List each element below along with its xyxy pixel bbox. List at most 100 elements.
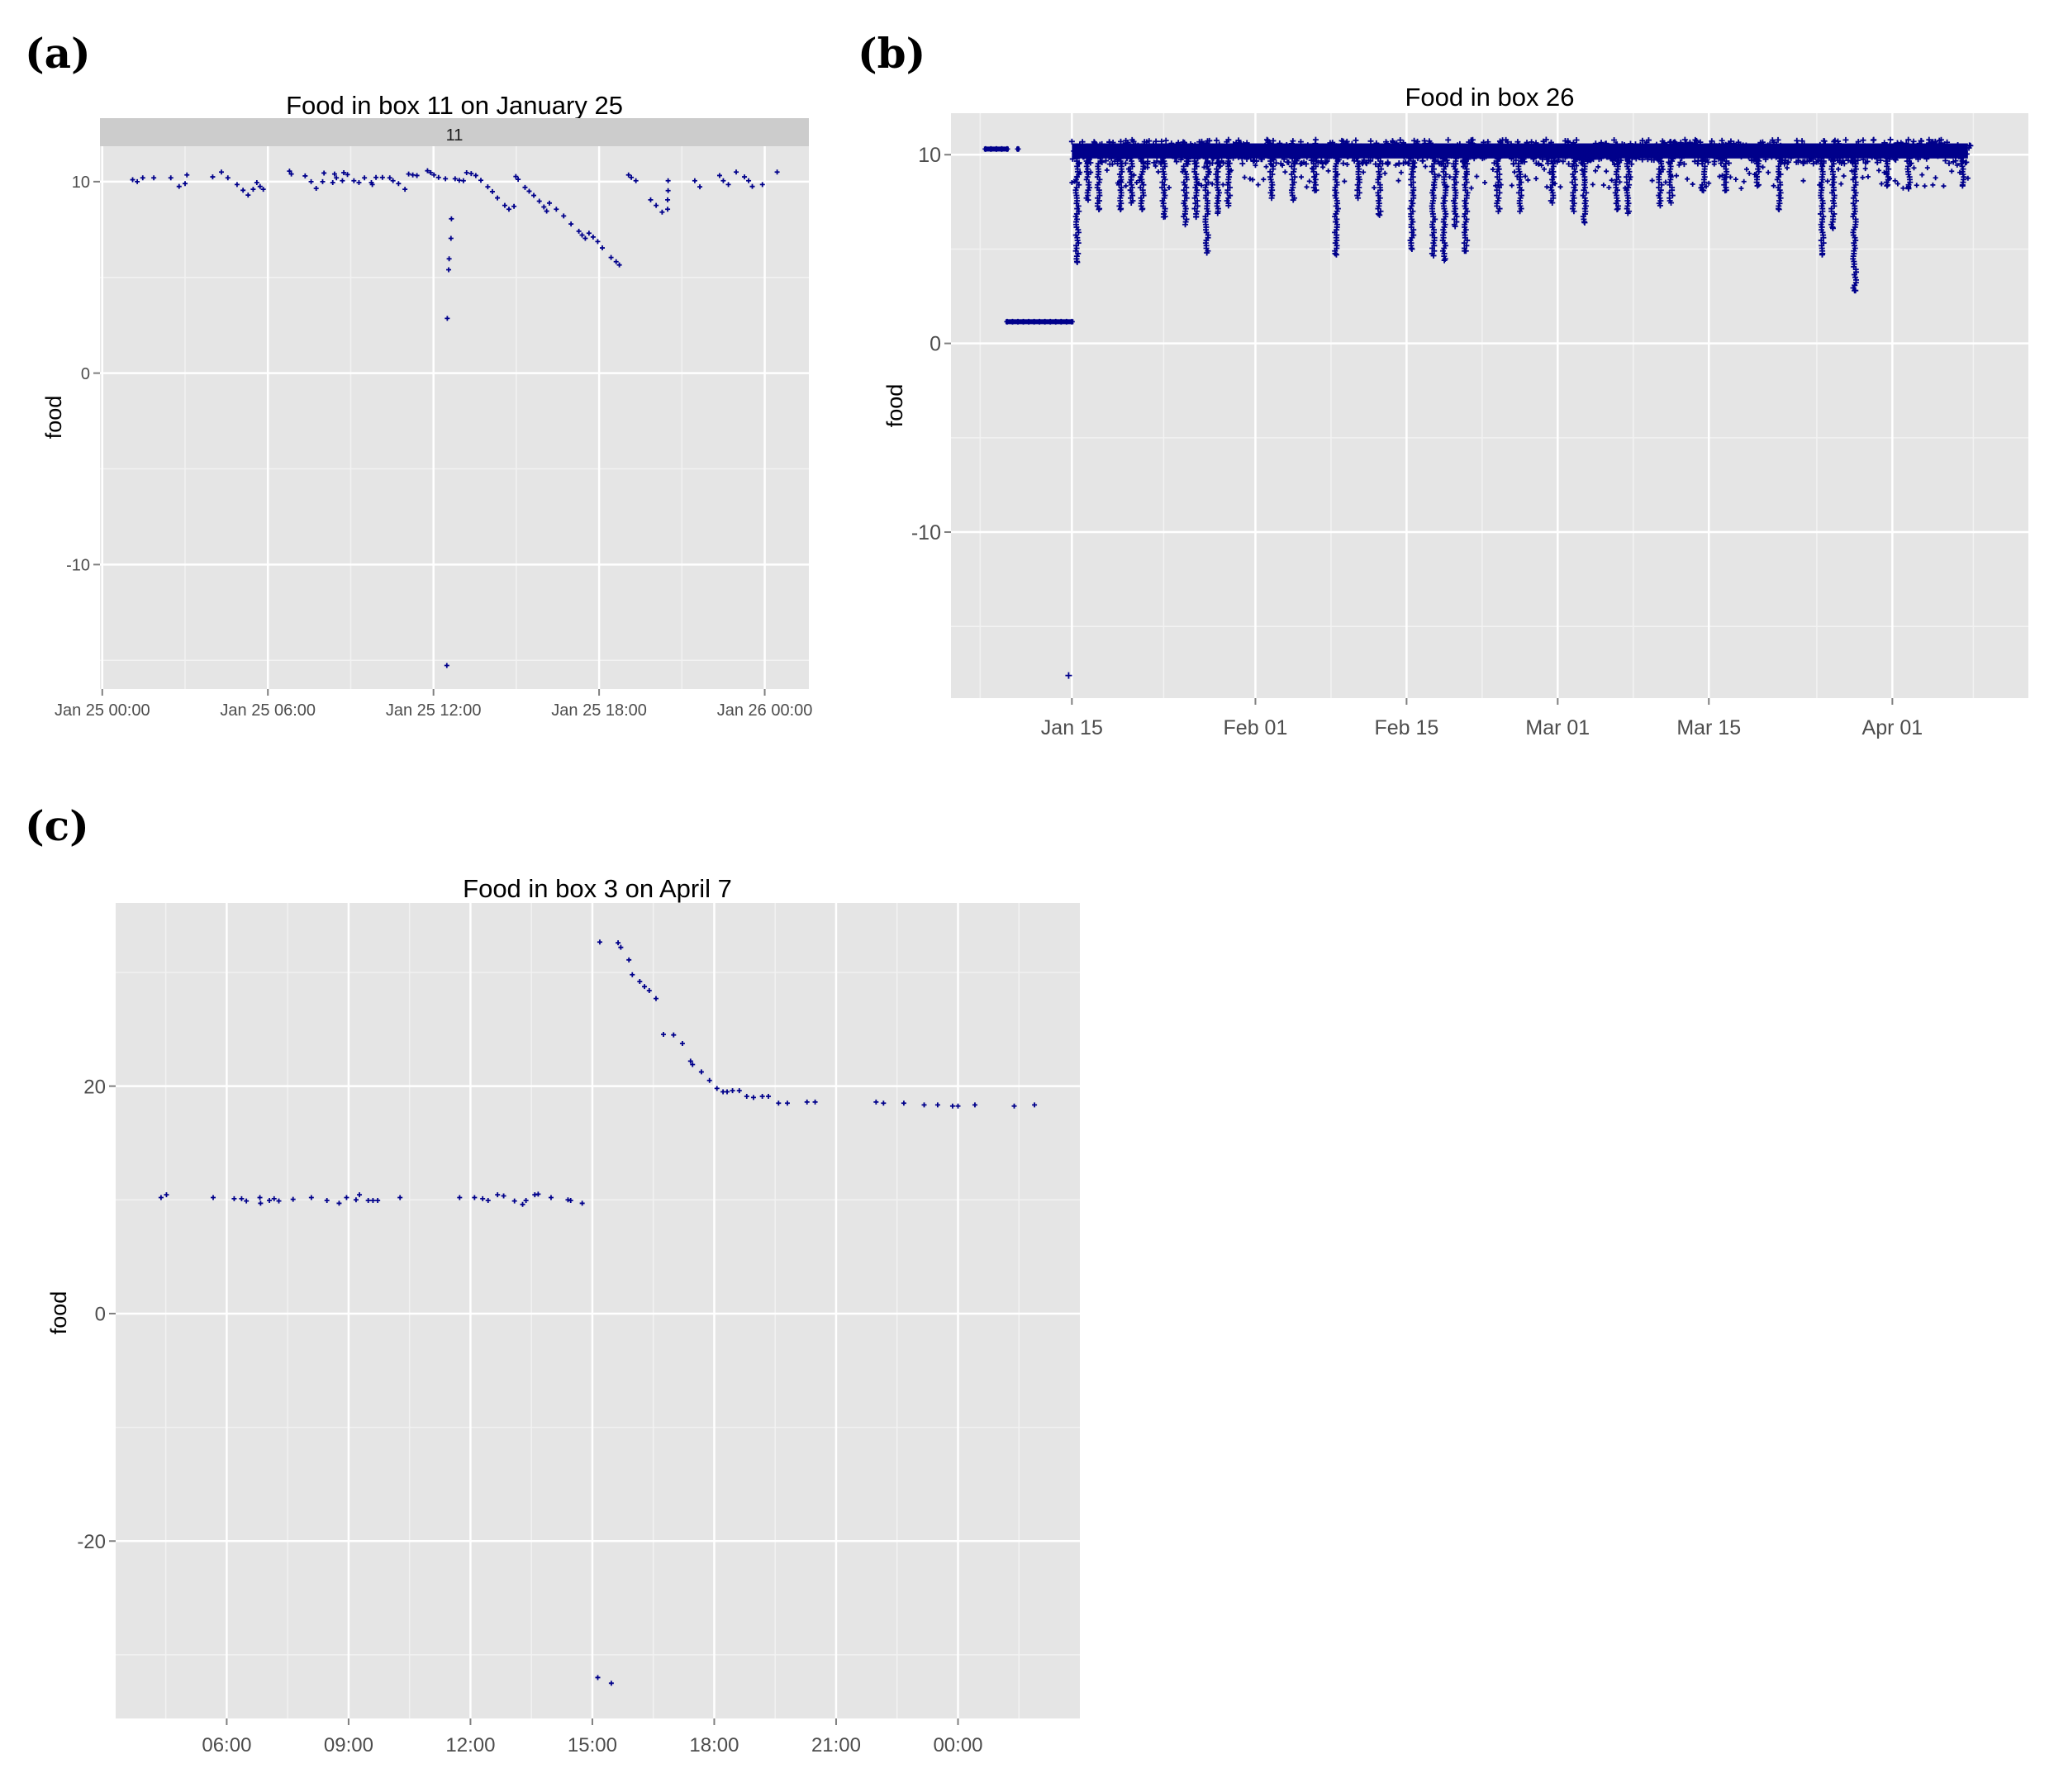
data-point — [1303, 160, 1310, 167]
dip-point — [1290, 197, 1296, 203]
data-point — [1949, 169, 1955, 174]
data-point — [330, 180, 335, 186]
dip-point — [1452, 223, 1458, 230]
data-point — [1367, 158, 1374, 164]
data-point — [1966, 145, 1972, 151]
data-point — [1449, 149, 1456, 155]
data-point — [1766, 169, 1771, 175]
data-point — [1235, 137, 1242, 144]
data-point — [290, 1196, 296, 1202]
data-point — [526, 188, 532, 194]
data-point — [629, 174, 635, 180]
data-point — [1809, 146, 1815, 153]
data-point — [616, 940, 621, 946]
data-point — [287, 169, 292, 174]
data-point — [1104, 168, 1110, 173]
data-point — [1731, 140, 1737, 147]
data-point — [679, 1041, 685, 1047]
data-point — [1955, 142, 1961, 149]
data-point — [1933, 175, 1938, 181]
data-point — [1304, 184, 1310, 190]
data-point — [1073, 145, 1080, 152]
data-point — [184, 172, 190, 178]
dip-point — [1549, 199, 1556, 206]
chart-title-a: Food in box 11 on January 25 — [286, 91, 623, 120]
data-point — [1444, 159, 1451, 166]
data-point — [1110, 161, 1115, 167]
data-point — [1949, 145, 1956, 151]
data-point — [1693, 138, 1700, 145]
data-point — [1255, 145, 1262, 152]
plot-background — [100, 146, 809, 689]
data-point — [698, 1069, 704, 1075]
y-tick-label: 0 — [930, 333, 941, 356]
data-point — [804, 1099, 810, 1105]
data-point — [1199, 183, 1205, 188]
x-tick-label: Jan 25 00:00 — [55, 701, 150, 720]
dip-point — [1291, 160, 1298, 167]
data-point — [749, 183, 755, 189]
data-point — [1400, 150, 1406, 157]
x-tick-label: Jan 15 — [1041, 716, 1103, 739]
plot-background — [116, 903, 1080, 1718]
data-point — [561, 213, 567, 219]
dip-point — [1074, 259, 1081, 265]
data-point — [365, 1197, 371, 1203]
panel-b: (b) Food in box 26 food Jan 15 Feb 01 Feb … — [858, 29, 2028, 739]
data-point — [1801, 140, 1808, 147]
data-point — [1004, 145, 1010, 152]
data-point — [1192, 143, 1199, 150]
dip-point — [1202, 176, 1209, 183]
data-point — [1239, 160, 1246, 167]
data-point — [1182, 144, 1189, 150]
data-point — [1263, 164, 1269, 169]
data-point — [1262, 144, 1269, 150]
data-point — [1461, 148, 1467, 154]
data-point — [1756, 144, 1762, 150]
data-point — [993, 145, 1000, 152]
data-point — [225, 175, 231, 181]
data-point — [1560, 158, 1567, 164]
data-point — [1609, 178, 1614, 183]
data-point — [1263, 136, 1270, 143]
data-point — [1840, 157, 1847, 164]
data-point — [1381, 147, 1388, 154]
data-point — [1256, 150, 1262, 156]
data-point — [1220, 182, 1226, 188]
data-point — [1674, 173, 1680, 178]
data-point — [630, 972, 635, 977]
data-point — [1332, 152, 1338, 159]
data-point — [535, 1191, 541, 1197]
data-point — [736, 1088, 742, 1094]
data-point — [1923, 149, 1929, 155]
data-point — [608, 254, 614, 260]
dip-point — [1270, 166, 1277, 173]
data-point — [1321, 144, 1328, 150]
data-point — [1261, 177, 1267, 183]
data-point — [1356, 151, 1362, 158]
data-point — [774, 169, 780, 175]
data-point — [1508, 140, 1514, 147]
dip-point — [1624, 173, 1630, 180]
data-point — [1389, 138, 1395, 145]
data-point — [1618, 157, 1624, 164]
dip-point — [1430, 252, 1437, 259]
dip-point — [1754, 183, 1761, 189]
x-tick-label: 18:00 — [689, 1734, 739, 1756]
data-point — [1918, 137, 1924, 144]
data-point — [1156, 145, 1163, 151]
data-point — [1342, 178, 1348, 184]
x-tick-label: Mar 01 — [1525, 716, 1590, 739]
data-point — [1101, 150, 1108, 156]
y-tick-label: -10 — [66, 557, 90, 575]
data-point — [1393, 140, 1400, 146]
data-point — [1841, 173, 1847, 178]
data-point — [373, 174, 379, 180]
data-point — [1397, 137, 1404, 144]
data-point — [1424, 143, 1430, 150]
data-point — [1225, 145, 1232, 152]
data-point — [239, 1195, 245, 1201]
data-point — [1513, 157, 1519, 164]
data-point — [1509, 183, 1514, 188]
dip-point — [1409, 245, 1415, 252]
